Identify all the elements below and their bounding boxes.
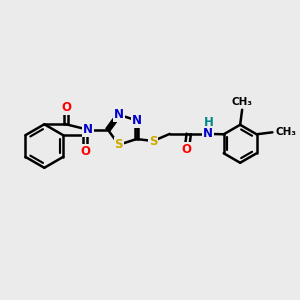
Text: S: S (149, 134, 158, 148)
Text: H: H (204, 116, 213, 128)
Text: O: O (80, 145, 90, 158)
Text: N: N (114, 108, 124, 121)
Text: N: N (203, 128, 213, 140)
Text: N: N (83, 123, 93, 136)
Text: S: S (115, 138, 123, 151)
Text: N: N (131, 114, 142, 127)
Text: CH₃: CH₃ (276, 127, 297, 137)
Text: CH₃: CH₃ (232, 97, 253, 106)
Text: O: O (61, 101, 71, 114)
Text: O: O (182, 143, 192, 156)
